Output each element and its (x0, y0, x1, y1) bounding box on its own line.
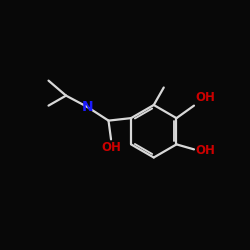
Text: OH: OH (101, 142, 121, 154)
Text: OH: OH (195, 144, 215, 157)
Text: OH: OH (195, 91, 215, 104)
Text: N: N (82, 100, 93, 114)
